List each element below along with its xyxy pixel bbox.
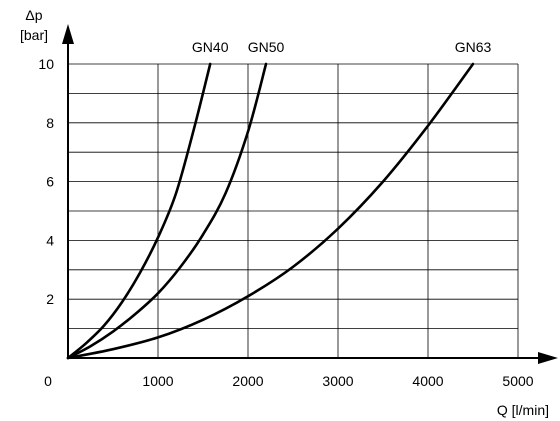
x-tick-label: 0: [44, 373, 52, 389]
series-label-gn40: GN40: [192, 39, 229, 55]
y-tick-label: 10: [38, 56, 54, 72]
x-tick-label: 5000: [502, 373, 533, 389]
y-tick-label: 2: [46, 291, 54, 307]
series-curve-gn50: [66, 62, 268, 360]
series-curve-gn63: [66, 62, 475, 360]
x-tick-label: 3000: [322, 373, 353, 389]
y-tick-label: 6: [46, 174, 54, 190]
y-axis-arrow: [62, 24, 74, 44]
axes: [62, 24, 558, 364]
x-tick-label: 4000: [412, 373, 443, 389]
grid: [68, 63, 519, 358]
y-axis-unit: [bar]: [20, 27, 48, 43]
x-axis-arrow: [538, 352, 558, 364]
x-tick-label: 2000: [232, 373, 263, 389]
y-axis-symbol: Δp: [25, 7, 42, 23]
x-axis-label: Q [l/min]: [497, 402, 549, 418]
series-curves: GN40 GN50 GN63: [66, 39, 492, 360]
series-label-gn63: GN63: [455, 39, 492, 55]
y-tick-label: 4: [46, 232, 54, 248]
axis-labels: Δp [bar] Q [l/min]: [20, 7, 549, 418]
series-label-gn50: GN50: [248, 39, 285, 55]
x-tick-label: 1000: [142, 373, 173, 389]
series-curve-gn40: [66, 62, 212, 360]
tick-labels: 0 1000 2000 3000 4000 5000 2 4 6 8 10: [38, 56, 533, 389]
y-tick-label: 8: [46, 115, 54, 131]
